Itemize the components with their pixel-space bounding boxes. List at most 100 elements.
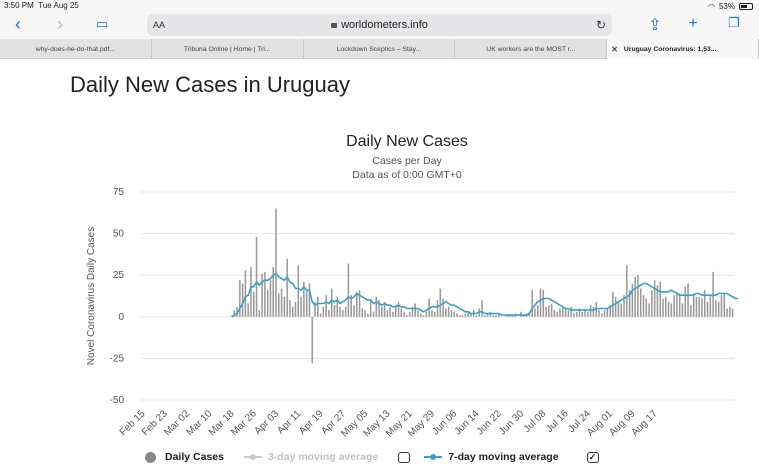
battery-label: 53%	[718, 1, 735, 11]
new-tab-icon[interactable]: +	[688, 15, 698, 32]
bar	[600, 313, 603, 317]
bar	[278, 293, 280, 317]
bar	[709, 295, 712, 317]
bar	[406, 315, 408, 317]
bar	[481, 300, 483, 317]
bar	[634, 276, 636, 317]
bar	[620, 303, 623, 317]
y-tick-label: 25	[113, 270, 125, 281]
tab-3[interactable]: Lockdown Sceptics – Stay...	[304, 39, 456, 59]
x-tick-label: Mar 26	[229, 408, 259, 438]
bar	[656, 285, 659, 317]
bar	[726, 308, 728, 317]
bar	[511, 315, 514, 317]
legend-daily-cases[interactable]: Daily Cases	[145, 451, 224, 463]
bar	[564, 308, 567, 317]
bar	[305, 290, 308, 317]
bar	[358, 290, 361, 317]
reader-aa-button[interactable]: AA	[153, 20, 166, 30]
bar	[252, 291, 255, 317]
x-tick-label: Jun 30	[497, 408, 526, 437]
bar	[459, 315, 461, 317]
bar	[665, 296, 667, 317]
bar	[247, 303, 249, 317]
forward-icon[interactable]: ›	[57, 14, 63, 34]
bar	[361, 308, 364, 317]
bar	[731, 308, 734, 317]
bar	[303, 281, 305, 317]
bar	[486, 313, 489, 317]
bar	[403, 311, 405, 317]
bar	[631, 283, 634, 317]
bar	[397, 301, 400, 317]
checkbox-7day[interactable]: ✓	[586, 451, 599, 463]
legend-dot-icon	[145, 451, 156, 463]
bar	[531, 290, 533, 317]
bar	[581, 311, 584, 317]
back-icon[interactable]: ‹	[15, 14, 21, 34]
bar	[372, 311, 375, 317]
legend-line-icon	[243, 454, 262, 460]
bar	[411, 306, 414, 317]
bar	[701, 298, 703, 317]
tab-4[interactable]: UK workers are the MOST r...	[455, 39, 608, 59]
tabs-icon[interactable]: ❐	[728, 15, 740, 30]
y-tick-label: 75	[113, 187, 125, 198]
bar	[584, 310, 586, 317]
legend-7day[interactable]: 7-day moving average	[424, 451, 559, 463]
moving-average-line	[231, 272, 739, 318]
bar	[400, 308, 403, 317]
daily-cases-chart: Daily New Cases Cases per Day Data as of…	[86, 133, 739, 439]
tab-1[interactable]: why-does-he-do-that.pdf...	[0, 39, 152, 59]
bar	[556, 311, 558, 317]
tab-5-active[interactable]: ✕ Uruguay Coronavirus: 1,53...	[607, 39, 759, 59]
bar	[639, 288, 642, 317]
checkbox-3day[interactable]	[398, 451, 411, 463]
bar	[266, 290, 269, 317]
share-icon[interactable]: ⇪	[648, 17, 662, 34]
bar	[470, 313, 472, 317]
bar	[509, 315, 511, 317]
bar	[264, 271, 266, 317]
page-title: Daily New Cases in Uruguay	[70, 72, 350, 97]
bar	[369, 298, 372, 317]
reload-icon[interactable]: ↻	[595, 18, 606, 32]
url-text[interactable]: worldometers.info	[147, 19, 612, 31]
book-icon[interactable]: ▭	[95, 16, 109, 31]
status-bar: 3:50 PM Tue Aug 25 ◠ 53%	[0, 0, 759, 11]
bar	[712, 271, 714, 317]
bar	[275, 208, 277, 317]
bar	[297, 265, 300, 317]
status-time: 3:50 PM Tue Aug 25	[4, 1, 79, 10]
bar	[684, 286, 687, 317]
bar	[648, 303, 650, 317]
address-bar[interactable]: AA worldometers.info ↻	[147, 14, 612, 36]
bar	[300, 296, 302, 317]
bar	[681, 303, 684, 317]
bar	[328, 310, 330, 317]
bar	[450, 310, 453, 317]
bar	[291, 306, 294, 317]
wifi-icon: ◠	[708, 1, 715, 11]
y-tick-label: -50	[110, 395, 125, 406]
bar	[723, 293, 726, 317]
legend-3day[interactable]: 3-day moving average	[243, 451, 378, 463]
bar	[261, 273, 263, 317]
bar	[392, 311, 394, 317]
tab-2[interactable]: Tribuna Online | Home | Tri...	[152, 39, 304, 59]
bar	[425, 311, 428, 317]
bar	[578, 308, 581, 317]
bar	[364, 310, 366, 317]
bar	[383, 301, 386, 317]
bar	[573, 313, 575, 317]
y-ticks: 75 50 25 0 -25 -50	[110, 187, 125, 406]
bar	[347, 263, 350, 317]
bar	[286, 258, 288, 317]
bar	[497, 313, 500, 317]
bar	[353, 305, 355, 317]
bar	[420, 313, 422, 317]
bar	[687, 283, 689, 317]
tab-bar: why-does-he-do-that.pdf... Tribuna Onlin…	[0, 39, 759, 59]
close-icon[interactable]: ✕	[611, 44, 618, 54]
